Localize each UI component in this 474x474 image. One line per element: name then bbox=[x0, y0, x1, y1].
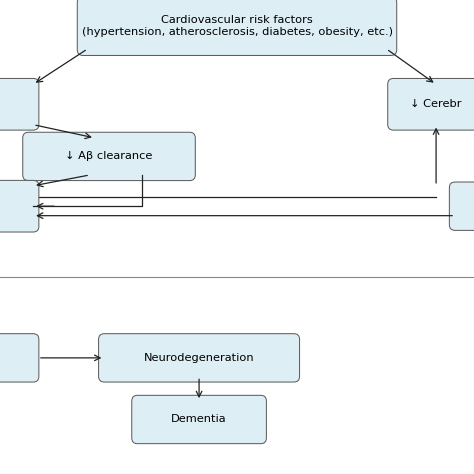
Text: ↓ Cerebr: ↓ Cerebr bbox=[410, 99, 462, 109]
FancyBboxPatch shape bbox=[132, 395, 266, 444]
Text: ↓ Aβ clearance: ↓ Aβ clearance bbox=[65, 151, 153, 162]
FancyBboxPatch shape bbox=[0, 334, 39, 382]
Text: Cardiovascular risk factors
(hypertension, atherosclerosis, diabetes, obesity, e: Cardiovascular risk factors (hypertensio… bbox=[82, 15, 392, 37]
FancyBboxPatch shape bbox=[77, 0, 397, 55]
FancyBboxPatch shape bbox=[23, 132, 195, 181]
FancyBboxPatch shape bbox=[99, 334, 300, 382]
FancyBboxPatch shape bbox=[0, 79, 39, 130]
Text: Neurodegeneration: Neurodegeneration bbox=[144, 353, 255, 363]
FancyBboxPatch shape bbox=[0, 181, 39, 232]
FancyBboxPatch shape bbox=[449, 182, 474, 230]
Text: Dementia: Dementia bbox=[171, 414, 227, 425]
FancyBboxPatch shape bbox=[388, 79, 474, 130]
